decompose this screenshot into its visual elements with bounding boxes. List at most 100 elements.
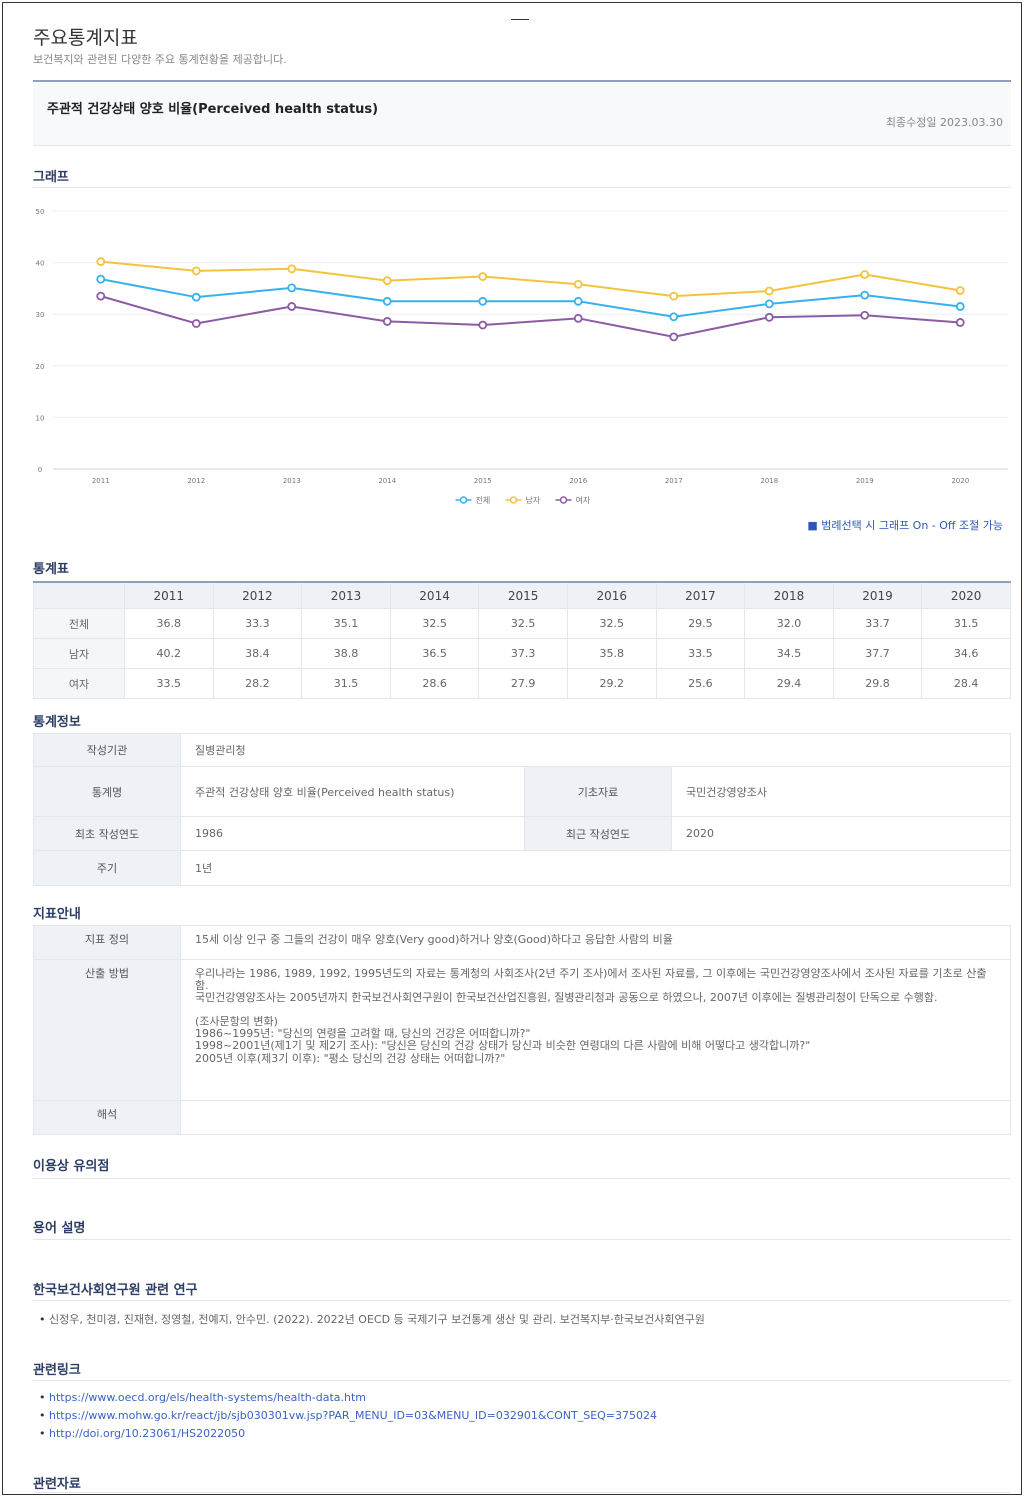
guide-row: 지표 정의 15세 이상 인구 중 그들의 건강이 매우 양호(Very good… [33, 925, 1011, 960]
table-cell: 38.8 [301, 638, 391, 669]
data-point [860, 290, 870, 300]
table-cell: 27.9 [478, 668, 568, 699]
table-cell: 29.5 [655, 608, 746, 639]
page-subtitle: 보건복지와 관련된 다양한 주요 통계현황을 제공합니다. [33, 53, 287, 66]
guide-value: 우리나라는 1986, 1989, 1992, 1995년도의 자료는 통계청의… [180, 959, 1011, 1101]
indicator-title: 주관적 건강상태 양호 비율(Perceived health status) [47, 102, 379, 117]
table-cell: 28.6 [389, 668, 480, 699]
legend-label: 전체 [476, 495, 491, 505]
row-label: 여자 [33, 668, 125, 699]
x-tick-label: 2012 [187, 477, 205, 485]
indicator-box [33, 83, 1011, 146]
guide-row: 해석 [33, 1100, 1011, 1135]
data-point [478, 272, 488, 281]
data-point [287, 264, 297, 274]
data-point [96, 274, 106, 284]
y-tick-label: 20 [36, 363, 45, 371]
section-title: 관련자료 [33, 1477, 81, 1492]
link[interactable]: http://doi.org/10.23061/HS2022050 [49, 1427, 246, 1440]
info-value: 2020 [671, 816, 1011, 851]
paragraph: (조사문항의 변화) [195, 1015, 278, 1029]
info-value: 국민건강영양조사 [671, 766, 1011, 817]
row-label: 전체 [33, 608, 125, 639]
table-cell: 40.2 [124, 638, 214, 669]
series-line [100, 278, 961, 318]
table-cell: 35.1 [301, 608, 391, 639]
table-header-row: 2011 2012 2013 2014 2015 2016 2017 2018 2019 2020 [33, 581, 1011, 609]
table-row: 남자 40.2 38.4 38.8 36.5 37.3 35.8 33.5 34.5 37.7 34… [33, 638, 1011, 669]
info-value: 1년 [180, 850, 1011, 886]
paragraph: 우리나라는 1986, 1989, 1992, 1995년도의 자료는 통계청의… [195, 967, 987, 993]
guide-row: 산출 방법 우리나라는 1986, 1989, 1992, 1995년도의 자료는… [33, 959, 1011, 1101]
y-tick-label: 30 [36, 311, 45, 319]
data-point [860, 270, 870, 279]
guide-label: 해석 [33, 1100, 181, 1135]
x-tick-label: 2018 [760, 477, 778, 485]
link-item: https://www.oecd.org/els/health-systems/… [39, 1391, 366, 1404]
data-point [287, 302, 297, 311]
series-line [100, 295, 961, 338]
data-point [573, 279, 583, 289]
table-cell: 29.2 [566, 668, 657, 699]
x-tick-label: 2011 [92, 477, 110, 485]
data-point [860, 310, 870, 320]
table-cell: 31.5 [921, 608, 1011, 639]
table-cell: 37.3 [478, 638, 568, 669]
research-item: 신정우, 천미경, 진재현, 정영철, 전예지, 안수민. (2022). 20… [39, 1311, 705, 1327]
table-cell: 34.6 [921, 638, 1011, 669]
info-label: 작성기관 [33, 733, 181, 767]
guide-label: 산출 방법 [33, 959, 181, 1101]
divider [33, 1380, 1011, 1381]
data-point [955, 302, 965, 311]
data-point [955, 318, 965, 327]
table-cell: 28.2 [212, 668, 303, 699]
section-title: 통계정보 [33, 715, 81, 730]
table-cell: 32.5 [566, 608, 657, 639]
link[interactable]: https://www.oecd.org/els/health-systems/… [49, 1391, 366, 1404]
table-cell: 28.4 [921, 668, 1011, 699]
table-cell: 33.7 [832, 608, 923, 639]
scroll-indicator [511, 19, 529, 20]
table-row: 전체 36.8 33.3 35.1 32.5 32.5 32.5 29.5 32.0 33.7 31… [33, 608, 1011, 639]
section-title: 지표안내 [33, 907, 81, 922]
y-tick-label: 10 [36, 414, 45, 422]
link[interactable]: https://www.mohw.go.kr/react/jb/sjb03030… [49, 1409, 658, 1422]
legend-item[interactable]: 여자 [555, 495, 591, 505]
table-cell: 33.3 [212, 608, 303, 639]
info-table: 작성기관 질병관리청 통계명 주관적 건강상태 양호 비율(Perceived hea… [33, 733, 1011, 886]
data-point [191, 292, 201, 302]
divider [33, 80, 1011, 82]
info-label: 기초자료 [524, 766, 672, 817]
table-cell: 36.8 [124, 608, 214, 639]
table-header-cell: 2014 [389, 581, 480, 609]
chart-note: ■ 범례선택 시 그래프 On - Off 조절 가능 [807, 519, 1003, 532]
table-header-cell: 2018 [744, 581, 834, 609]
x-tick-label: 2013 [283, 477, 301, 485]
table-header-cell: 2019 [832, 581, 923, 609]
link-item: https://www.mohw.go.kr/react/jb/sjb03030… [39, 1409, 657, 1422]
guide-value: 15세 이상 인구 중 그들의 건강이 매우 양호(Very good)하거나 … [180, 925, 1011, 960]
section-title: 통계표 [33, 562, 69, 577]
data-point [478, 320, 488, 330]
chart: 0 10 20 30 40 50 2011 2012 2013 2014 2015 2016 2017 2… [36, 208, 1008, 505]
x-tick-label: 2020 [951, 477, 969, 485]
updated-date: 최종수정일 2023.03.30 [885, 116, 1003, 129]
data-point [382, 317, 392, 326]
legend-item[interactable]: 남자 [505, 496, 541, 505]
y-tick-label: 50 [36, 208, 45, 216]
legend-marker [559, 496, 568, 504]
info-label: 최근 작성연도 [524, 816, 672, 851]
series [96, 257, 965, 301]
legend-item[interactable]: 전체 [455, 495, 491, 505]
table-cell: 32.5 [478, 608, 568, 639]
x-tick-label: 2014 [378, 477, 396, 485]
data-point [764, 286, 774, 296]
legend-label: 남자 [526, 496, 541, 505]
table-cell: 29.8 [832, 668, 923, 699]
table-header-cell: 2011 [124, 581, 214, 609]
table-cell: 25.6 [655, 668, 746, 699]
table-header-cell: 2017 [655, 581, 746, 609]
y-tick-label: 0 [38, 466, 42, 474]
legend-marker [509, 496, 518, 504]
